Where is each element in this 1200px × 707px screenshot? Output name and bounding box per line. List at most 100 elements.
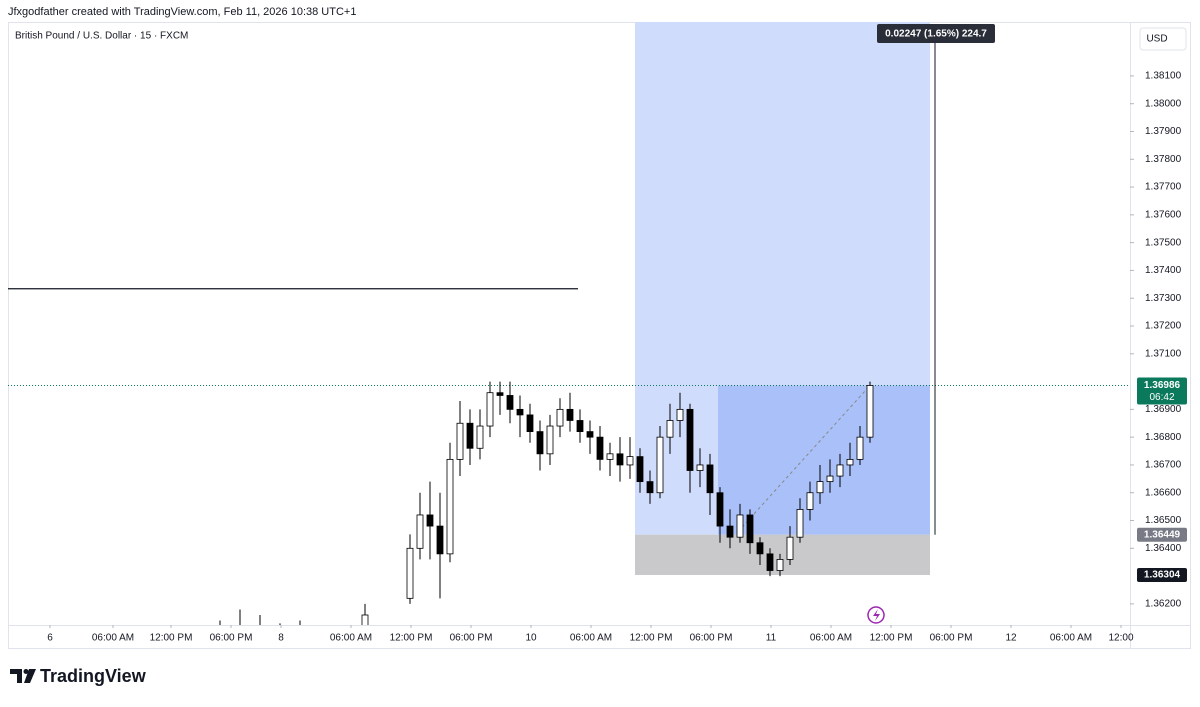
measure-label-box <box>877 24 995 43</box>
y-tick-label: 1.37200 <box>1145 321 1182 332</box>
y-tick-label: 1.37500 <box>1145 237 1182 248</box>
price-badge <box>1137 377 1187 405</box>
candle-body <box>776 559 784 571</box>
entry-to-price <box>737 385 871 533</box>
open-profit-zone <box>718 385 930 535</box>
candle-body <box>796 509 804 538</box>
stop-badge <box>1137 567 1187 582</box>
y-tick-label: 1.37700 <box>1145 182 1182 193</box>
header-credit: Jfxgodfather created with TradingView.co… <box>8 6 356 18</box>
y-tick-label: 1.36700 <box>1145 460 1182 471</box>
x-tick-label: 06:00 PM <box>690 633 733 644</box>
candle-body <box>546 425 554 455</box>
price-badge-value: 1.36986 <box>1144 380 1181 391</box>
y-tick-label: 1.38100 <box>1145 71 1182 82</box>
candle-body <box>476 425 484 449</box>
currency-button[interactable] <box>1139 27 1187 51</box>
logo <box>10 669 36 683</box>
logo-dot <box>23 669 29 674</box>
y-tick-label: 1.36900 <box>1145 404 1182 415</box>
candle-body <box>626 456 634 466</box>
y-tick-label: 1.36600 <box>1145 487 1182 498</box>
candle-body <box>576 420 584 432</box>
y-tick-label: 1.37300 <box>1145 293 1182 304</box>
currency[interactable]: USD <box>1146 34 1167 45</box>
x-tick-label: 12:00 PM <box>630 633 673 644</box>
candle-body <box>361 614 369 625</box>
candle-body <box>526 414 534 432</box>
y-tick-label: 1.37400 <box>1145 265 1182 276</box>
stop-badge-value: 1.36304 <box>1144 570 1181 581</box>
x-tick-label: 12:00 PM <box>390 633 433 644</box>
candle-body <box>816 481 824 494</box>
candle-body <box>696 464 704 471</box>
candle-body <box>856 436 864 460</box>
candle-body <box>536 431 544 455</box>
candle-body <box>706 464 714 494</box>
candle-body <box>486 392 494 427</box>
symbol-title: British Pound / U.S. Dollar · 15 · FXCM <box>15 31 188 42</box>
candle-body <box>556 408 564 427</box>
candle-body <box>506 395 514 410</box>
candle-body <box>736 514 744 538</box>
y-tick-label: 1.36200 <box>1145 599 1182 610</box>
candle-body <box>646 481 654 494</box>
x-tick-label: 06:00 PM <box>450 633 493 644</box>
candle-body <box>436 525 444 555</box>
candle-body <box>826 475 834 483</box>
logo-mark <box>10 669 22 683</box>
candle-body <box>446 458 454 555</box>
candle-body <box>666 420 674 438</box>
candle-body <box>596 436 604 460</box>
y-tick-label: 1.37600 <box>1145 209 1182 220</box>
candle-body <box>716 492 724 527</box>
countdown: 06:42 <box>1149 392 1174 403</box>
candle-body <box>406 547 414 599</box>
candle-body <box>516 408 524 416</box>
x-tick-label: 06:00 AM <box>92 633 134 644</box>
candle-body <box>566 408 574 421</box>
x-tick-label: 12:00 PM <box>870 633 913 644</box>
x-tick-label: 12:00 PM <box>150 633 193 644</box>
x-tick-label: 06:00 PM <box>930 633 973 644</box>
candle-body <box>426 514 434 527</box>
brand: TradingView <box>40 666 147 686</box>
x-tick-label: 12:00 <box>1108 633 1133 644</box>
y-tick-label: 1.36800 <box>1145 432 1182 443</box>
candle-body <box>606 453 614 460</box>
y-tick-label: 1.37100 <box>1145 348 1182 359</box>
candle-body <box>466 422 474 449</box>
candle-body <box>676 408 684 421</box>
chart-frame <box>8 22 1191 649</box>
x-tick-label: 06:00 AM <box>810 633 852 644</box>
candle-body <box>806 492 814 510</box>
x-tick-label: 06:00 PM <box>210 633 253 644</box>
candle-body <box>686 408 694 471</box>
x-tick-label: 11 <box>766 633 777 644</box>
y-tick-label: 1.36400 <box>1145 543 1182 554</box>
candle-body <box>456 422 464 460</box>
x-tick-label: 8 <box>278 633 284 644</box>
candle-body <box>786 536 794 560</box>
candle-body <box>416 514 424 549</box>
entry-badge-value: 1.36449 <box>1144 529 1181 540</box>
candle-body <box>726 525 734 538</box>
x-tick-label: 06:00 AM <box>570 633 612 644</box>
candle-body <box>586 431 594 438</box>
y-tick-label: 1.37900 <box>1145 126 1182 137</box>
candle-body <box>656 436 664 494</box>
candle-body <box>616 453 624 466</box>
event-bolt <box>873 609 880 621</box>
x-tick-label: 06:00 AM <box>330 633 372 644</box>
candle-body <box>836 464 844 477</box>
candle-body <box>756 542 764 555</box>
candle-body <box>636 456 644 483</box>
y-tick-label: 1.36500 <box>1145 515 1182 526</box>
x-tick-label: 6 <box>47 633 53 644</box>
event-icon[interactable] <box>867 606 885 624</box>
entry-badge <box>1137 527 1187 542</box>
candle-body <box>866 385 874 438</box>
